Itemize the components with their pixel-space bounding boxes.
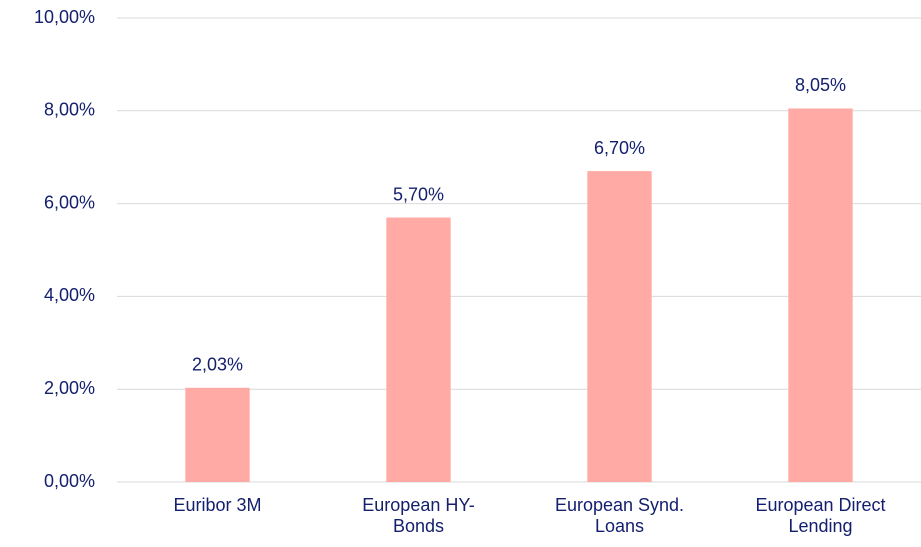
y-tick-label: 2,00% [44,378,95,398]
data-label: 5,70% [393,184,444,204]
x-tick-label: European Direct Lending [755,495,885,536]
x-tick-label: European Synd. Loans [555,495,684,536]
y-tick-label: 4,00% [44,285,95,305]
x-tick-label: Euribor 3M [173,495,261,515]
y-tick-label: 10,00% [34,7,95,27]
data-label: 8,05% [795,75,846,95]
y-tick-label: 0,00% [44,471,95,491]
data-label: 2,03% [192,355,243,375]
bar [587,171,652,482]
y-tick-label: 6,00% [44,192,95,212]
y-tick-label: 8,00% [44,100,95,120]
data-label: 6,70% [594,138,645,158]
x-tick-label: European HY-Bonds [362,495,474,536]
bar [386,217,451,482]
bar [788,108,853,482]
bar [185,387,250,482]
